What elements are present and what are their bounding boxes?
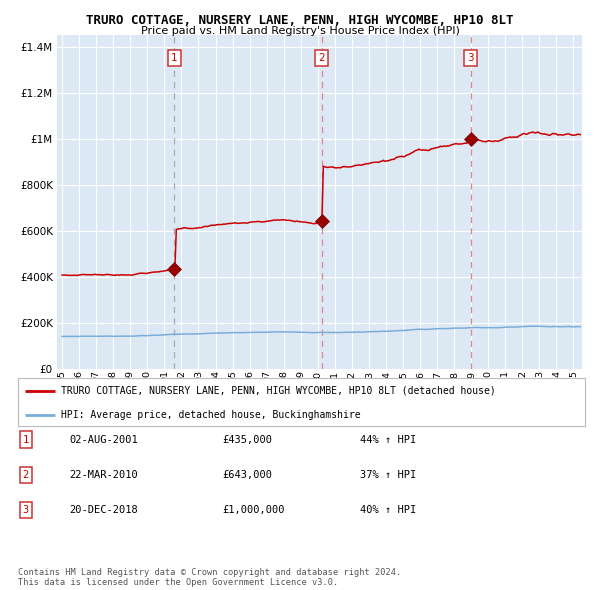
Text: 40% ↑ HPI: 40% ↑ HPI [360, 506, 416, 515]
Text: Contains HM Land Registry data © Crown copyright and database right 2024.
This d: Contains HM Land Registry data © Crown c… [18, 568, 401, 587]
Text: 44% ↑ HPI: 44% ↑ HPI [360, 435, 416, 444]
Text: HPI: Average price, detached house, Buckinghamshire: HPI: Average price, detached house, Buck… [61, 410, 360, 420]
Text: 3: 3 [23, 506, 29, 515]
Text: £435,000: £435,000 [222, 435, 272, 444]
Text: 1: 1 [171, 53, 178, 63]
Text: 2: 2 [23, 470, 29, 480]
Text: Price paid vs. HM Land Registry's House Price Index (HPI): Price paid vs. HM Land Registry's House … [140, 26, 460, 36]
Text: TRURO COTTAGE, NURSERY LANE, PENN, HIGH WYCOMBE, HP10 8LT (detached house): TRURO COTTAGE, NURSERY LANE, PENN, HIGH … [61, 386, 495, 396]
Text: 2: 2 [318, 53, 325, 63]
Text: 3: 3 [467, 53, 474, 63]
Text: 22-MAR-2010: 22-MAR-2010 [69, 470, 138, 480]
Text: 20-DEC-2018: 20-DEC-2018 [69, 506, 138, 515]
Text: 37% ↑ HPI: 37% ↑ HPI [360, 470, 416, 480]
Text: TRURO COTTAGE, NURSERY LANE, PENN, HIGH WYCOMBE, HP10 8LT: TRURO COTTAGE, NURSERY LANE, PENN, HIGH … [86, 14, 514, 27]
Text: 1: 1 [23, 435, 29, 444]
Text: 02-AUG-2001: 02-AUG-2001 [69, 435, 138, 444]
Text: £1,000,000: £1,000,000 [222, 506, 284, 515]
Text: £643,000: £643,000 [222, 470, 272, 480]
